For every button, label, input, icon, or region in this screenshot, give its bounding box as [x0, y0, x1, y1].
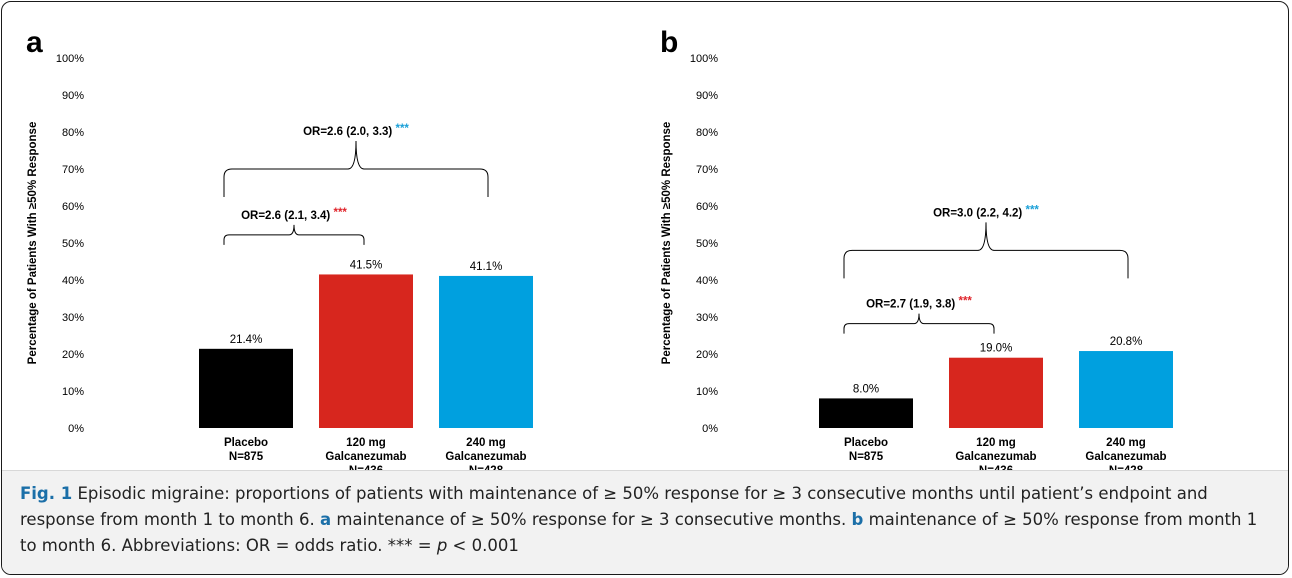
category-label: N=428 — [469, 465, 504, 470]
significance-stars: *** — [1025, 204, 1039, 216]
or-bracket — [843, 222, 1129, 279]
category-label: Galcanezumab — [1085, 451, 1166, 463]
panel-letter-a: a — [26, 26, 43, 59]
or-value: OR=3.0 (2.2, 4.2) — [933, 207, 1025, 219]
or-label: OR=2.7 (1.9, 3.8) *** — [866, 296, 972, 311]
or-label: OR=3.0 (2.2, 4.2) *** — [933, 204, 1039, 219]
y-tick-label: 50% — [62, 238, 84, 250]
bar-value-label: 8.0% — [853, 383, 879, 395]
bar — [439, 275, 533, 428]
bar-value-label: 21.4% — [230, 334, 263, 346]
y-tick-label: 80% — [62, 127, 84, 139]
bar-value-label: 20.8% — [1110, 336, 1143, 348]
chart-panel-b: b Percentage of Patients With ≥50% Respon… — [660, 26, 1173, 470]
y-tick-label: 90% — [62, 90, 84, 102]
y-tick-label: 20% — [62, 349, 84, 361]
panel-letter-b: b — [660, 26, 678, 59]
or-value: OR=2.6 (2.0, 3.3) — [303, 126, 395, 138]
category-label: N=875 — [229, 451, 264, 463]
bar-value-label: 41.1% — [470, 261, 503, 273]
category-label: 120 mg — [976, 437, 1016, 449]
y-tick-label: 0% — [68, 423, 84, 435]
bar — [319, 274, 413, 428]
y-tick-label: 60% — [696, 201, 718, 213]
y-axis-label: Percentage of Patients With ≥50% Respons… — [27, 122, 39, 365]
category-label: 120 mg — [346, 437, 386, 449]
category-label: Galcanezumab — [445, 451, 526, 463]
bar-value-label: 41.5% — [350, 259, 383, 271]
y-tick-label: 40% — [696, 275, 718, 287]
chart-panel-a: a Percentage of Patients With ≥50% Respon… — [26, 26, 533, 470]
y-tick-label: 0% — [702, 423, 718, 435]
or-label: OR=2.6 (2.1, 3.4) *** — [241, 207, 347, 222]
bar — [199, 348, 293, 428]
significance-stars: *** — [395, 123, 409, 135]
caption-panel-b-letter: b — [851, 510, 864, 529]
category-label: N=428 — [1109, 465, 1144, 470]
category-label: N=875 — [849, 451, 884, 463]
or-value: OR=2.6 (2.1, 3.4) — [241, 210, 333, 222]
figure-panels: a Percentage of Patients With ≥50% Respon… — [26, 26, 1173, 470]
y-tick-label: 10% — [696, 386, 718, 398]
caption-p-symbol: p — [436, 536, 448, 555]
significance-stars: *** — [958, 296, 972, 308]
category-label: 240 mg — [1106, 437, 1146, 449]
or-bracket — [223, 224, 365, 245]
category-label: 240 mg — [466, 437, 506, 449]
y-tick-label: 80% — [696, 127, 718, 139]
y-tick-label: 70% — [62, 164, 84, 176]
caption-text-4: < 0.001 — [447, 536, 519, 555]
y-tick-label: 100% — [690, 53, 718, 65]
category-label: N=436 — [979, 465, 1013, 470]
y-tick-label: 40% — [62, 275, 84, 287]
or-bracket — [223, 140, 489, 197]
bar — [1079, 351, 1173, 428]
y-axis-label: Percentage of Patients With ≥50% Respons… — [661, 122, 673, 365]
y-tick-label: 20% — [696, 349, 718, 361]
or-bracket — [843, 313, 995, 334]
y-tick-label: 10% — [62, 386, 84, 398]
caption-panel-a-letter: a — [319, 510, 332, 529]
category-label: Galcanezumab — [955, 451, 1036, 463]
or-value: OR=2.7 (1.9, 3.8) — [866, 299, 958, 311]
or-label: OR=2.6 (2.0, 3.3) *** — [303, 123, 409, 138]
caption-text-3: maintenance of ≥ 50% response from month… — [20, 510, 1258, 555]
y-tick-label: 30% — [696, 312, 718, 324]
y-tick-label: 70% — [696, 164, 718, 176]
caption-fig-label: Fig. 1 — [20, 484, 73, 503]
category-label: Placebo — [224, 437, 268, 449]
y-tick-label: 30% — [62, 312, 84, 324]
caption-text-2: maintenance of ≥ 50% response for ≥ 3 co… — [331, 510, 852, 529]
bar — [949, 357, 1043, 428]
bar-value-label: 19.0% — [980, 343, 1013, 355]
caption-text-1: Episodic migraine: proportions of patien… — [20, 484, 1208, 529]
significance-stars: *** — [333, 207, 347, 219]
caption-band: Fig. 1 Episodic migraine: proportions of… — [2, 470, 1288, 574]
figure-caption: Fig. 1 Episodic migraine: proportions of… — [20, 481, 1270, 559]
y-tick-label: 100% — [56, 53, 84, 65]
y-tick-label: 50% — [696, 238, 718, 250]
bar — [819, 398, 913, 428]
y-tick-label: 60% — [62, 201, 84, 213]
category-label: Placebo — [844, 437, 888, 449]
category-label: N=436 — [349, 465, 383, 470]
y-tick-label: 90% — [696, 90, 718, 102]
category-label: Galcanezumab — [325, 451, 406, 463]
